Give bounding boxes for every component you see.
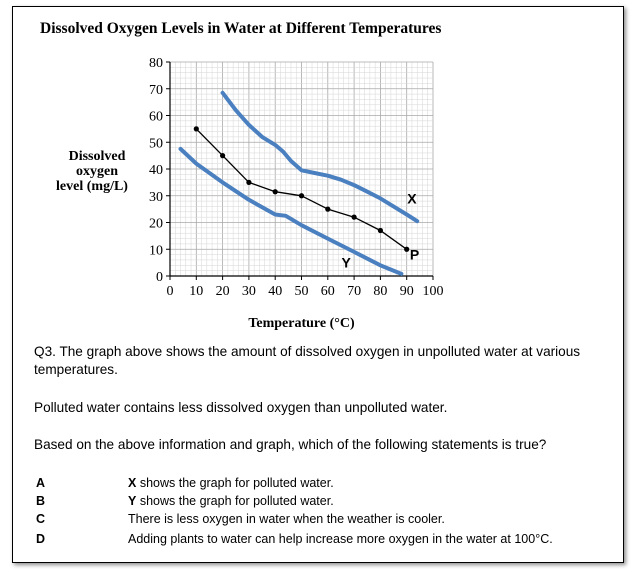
- x-tick-label: 40: [268, 284, 282, 299]
- y-tick-label: 60: [149, 110, 163, 125]
- y-axis-label-line: oxygen: [76, 164, 118, 179]
- option-c-text: There is less oxygen in water when the w…: [128, 512, 445, 526]
- question-info: Polluted water contains less dissolved o…: [34, 400, 448, 415]
- series-point-p: [298, 193, 305, 199]
- option-c-rest: There is less oxygen in water when the w…: [128, 512, 445, 526]
- option-a-text: X shows the graph for polluted water.: [128, 476, 334, 490]
- series-line-x: [220, 90, 420, 224]
- worksheet-frame: [12, 6, 624, 563]
- question-intro: Q3. The graph above shows the amount of …: [34, 344, 581, 377]
- y-tick-label: 40: [149, 163, 163, 178]
- option-a-letter: A: [36, 476, 46, 490]
- option-a-bold: X: [128, 476, 137, 490]
- option-b-rest: shows the graph for polluted water.: [136, 494, 334, 508]
- series-point-p: [246, 179, 252, 185]
- option-d-rest: Adding plants to water can help increase…: [128, 532, 553, 546]
- x-tick-label: 80: [373, 284, 387, 299]
- option-a-rest: shows the graph for polluted water.: [136, 476, 334, 490]
- series-line-y: [178, 146, 404, 276]
- dissolved-oxygen-chart: 0 10 20 30 40 50 60 70 80 90 100 0 10 20 30 40 50 60 70 80 T…: [56, 56, 444, 331]
- series-point-p: [377, 227, 383, 234]
- y-axis-label-line: level (mg/L): [56, 179, 128, 194]
- x-axis-label: Temperature (°C): [248, 316, 355, 331]
- question-prompt: Based on the above information and graph…: [34, 437, 547, 452]
- y-tick-label: 50: [149, 136, 163, 151]
- y-tick-label: 20: [149, 217, 163, 232]
- x-tick-label: 50: [295, 284, 309, 299]
- chart-title: Dissolved Oxygen Levels in Water at Diff…: [40, 20, 442, 37]
- series-label-x: X: [407, 190, 417, 206]
- x-tick-label: 90: [400, 284, 414, 299]
- option-d-letter: D: [36, 532, 46, 546]
- x-tick-label: 0: [167, 284, 174, 299]
- series-point-p: [193, 126, 199, 132]
- x-tick-label: 100: [423, 284, 444, 299]
- x-tick-label: 20: [216, 284, 230, 299]
- x-tick-label: 10: [189, 284, 203, 299]
- option-b-text: Y shows the graph for polluted water.: [128, 494, 334, 508]
- series-point-p: [404, 246, 410, 252]
- x-tick-label: 60: [321, 284, 335, 299]
- x-tick-label: 70: [347, 284, 361, 299]
- x-tick-label: 30: [242, 284, 256, 299]
- series-point-p: [272, 189, 278, 195]
- option-d-text: Adding plants to water can help increase…: [128, 532, 553, 546]
- y-axis-label-line: Dissolved: [69, 149, 126, 164]
- option-c-letter: C: [36, 512, 46, 526]
- y-tick-label: 30: [149, 190, 163, 205]
- y-tick-label: 0: [156, 270, 163, 285]
- series-label-y: Y: [342, 255, 352, 271]
- series-point-p: [325, 206, 331, 212]
- y-tick-label: 80: [149, 56, 163, 71]
- y-tick-label: 70: [149, 83, 163, 98]
- option-b-bold: Y: [128, 494, 137, 508]
- option-b-letter: B: [36, 494, 46, 508]
- series-label-p: P: [410, 247, 419, 263]
- y-tick-label: 10: [149, 243, 163, 258]
- series-point-p: [351, 214, 357, 220]
- series-point-p: [220, 153, 226, 159]
